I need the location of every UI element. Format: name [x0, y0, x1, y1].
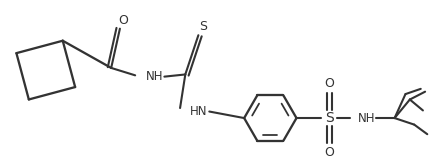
- Text: O: O: [119, 14, 128, 27]
- Text: S: S: [199, 20, 207, 33]
- Text: NH: NH: [146, 70, 164, 83]
- Text: HN: HN: [190, 105, 207, 118]
- Text: NH: NH: [358, 112, 375, 125]
- Text: S: S: [325, 111, 334, 125]
- Text: O: O: [324, 77, 334, 90]
- Text: O: O: [324, 146, 334, 159]
